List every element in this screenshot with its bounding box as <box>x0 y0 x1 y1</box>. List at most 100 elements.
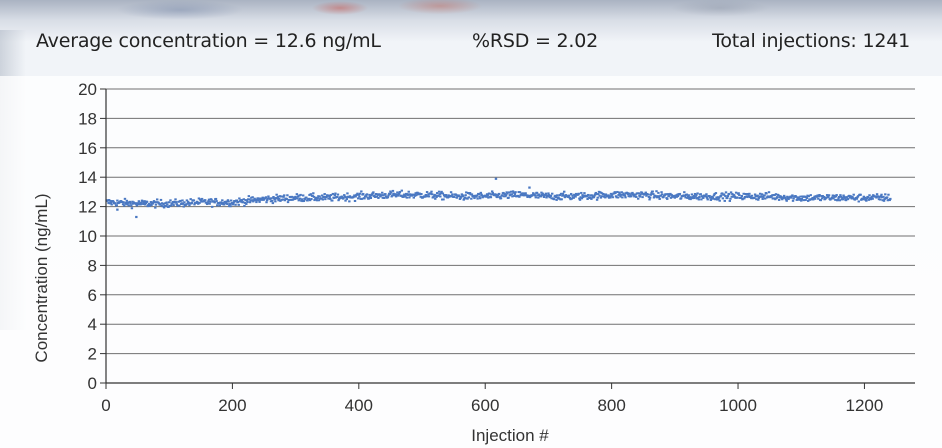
data-point <box>709 196 712 199</box>
data-point <box>403 195 407 198</box>
data-point <box>254 199 257 202</box>
data-point <box>464 194 467 197</box>
data-point <box>424 193 428 196</box>
data-point <box>595 193 598 196</box>
data-point <box>446 196 450 199</box>
data-point <box>181 202 185 205</box>
data-point <box>715 198 719 201</box>
data-point <box>389 191 393 194</box>
data-point <box>802 199 805 202</box>
data-point <box>149 203 152 206</box>
data-point <box>762 196 765 199</box>
data-point <box>724 191 728 194</box>
data-point <box>285 198 288 201</box>
data-point <box>108 202 111 205</box>
data-point <box>635 195 638 198</box>
data-point <box>310 198 313 201</box>
data-point <box>755 198 758 201</box>
data-point <box>557 197 561 200</box>
data-point <box>461 195 465 198</box>
data-point <box>138 202 141 205</box>
data-point <box>540 191 543 194</box>
data-point <box>338 197 341 200</box>
data-point <box>308 199 312 202</box>
data-point <box>750 194 754 197</box>
data-point <box>325 195 328 198</box>
data-point <box>549 194 553 197</box>
data-point <box>696 192 699 195</box>
data-point <box>391 194 394 197</box>
data-point <box>135 203 138 206</box>
data-point <box>186 202 189 205</box>
data-point <box>370 193 374 196</box>
data-point <box>717 196 721 199</box>
data-point <box>314 196 318 199</box>
data-point <box>722 193 726 196</box>
data-point <box>286 201 290 204</box>
data-point <box>687 194 690 197</box>
data-point <box>571 194 574 197</box>
x-tick-label-800: 800 <box>597 396 625 415</box>
data-point <box>765 192 768 195</box>
data-point <box>655 190 658 193</box>
data-point <box>704 195 707 198</box>
data-point <box>353 194 356 197</box>
data-point <box>633 195 636 198</box>
data-point <box>777 194 780 197</box>
data-point <box>686 195 690 198</box>
data-point <box>264 197 267 200</box>
data-point <box>185 203 188 206</box>
data-point <box>684 196 687 199</box>
data-point <box>144 202 148 205</box>
data-point <box>844 199 848 202</box>
data-point <box>229 205 232 208</box>
data-point <box>149 201 153 204</box>
data-point <box>331 192 335 195</box>
data-point <box>118 201 122 204</box>
data-point <box>434 194 438 197</box>
data-point <box>669 192 672 195</box>
data-point <box>444 194 448 197</box>
data-point <box>617 193 620 196</box>
data-point <box>862 195 866 198</box>
data-point <box>786 195 789 198</box>
data-point <box>487 196 490 199</box>
data-point <box>657 191 660 194</box>
data-point <box>604 196 607 199</box>
data-point <box>746 196 749 199</box>
data-point <box>825 196 828 199</box>
data-point <box>882 199 886 202</box>
data-point <box>494 193 498 196</box>
data-point <box>169 204 173 207</box>
data-point <box>434 197 437 200</box>
data-point <box>604 193 608 196</box>
data-point <box>438 193 441 196</box>
data-point <box>615 196 618 199</box>
data-point <box>585 194 589 197</box>
data-point <box>608 195 611 198</box>
data-point <box>188 202 192 205</box>
data-point <box>489 196 493 199</box>
data-point <box>827 194 831 197</box>
data-point <box>240 200 243 203</box>
data-point <box>312 192 315 195</box>
data-point <box>365 193 369 196</box>
data-point <box>261 196 264 199</box>
data-point <box>552 198 556 201</box>
data-point <box>153 201 156 204</box>
data-point <box>328 195 331 198</box>
data-point <box>442 194 446 197</box>
data-point <box>342 196 345 199</box>
data-point <box>373 194 376 197</box>
data-point <box>370 194 373 197</box>
y-tick-label-0: 0 <box>88 374 97 393</box>
data-point <box>237 203 240 206</box>
data-point <box>509 193 512 196</box>
data-point <box>216 204 219 207</box>
data-point <box>382 196 386 199</box>
data-point <box>384 193 387 196</box>
data-point <box>826 194 829 197</box>
data-point <box>726 195 730 198</box>
data-point <box>592 196 596 199</box>
data-point <box>293 197 297 200</box>
